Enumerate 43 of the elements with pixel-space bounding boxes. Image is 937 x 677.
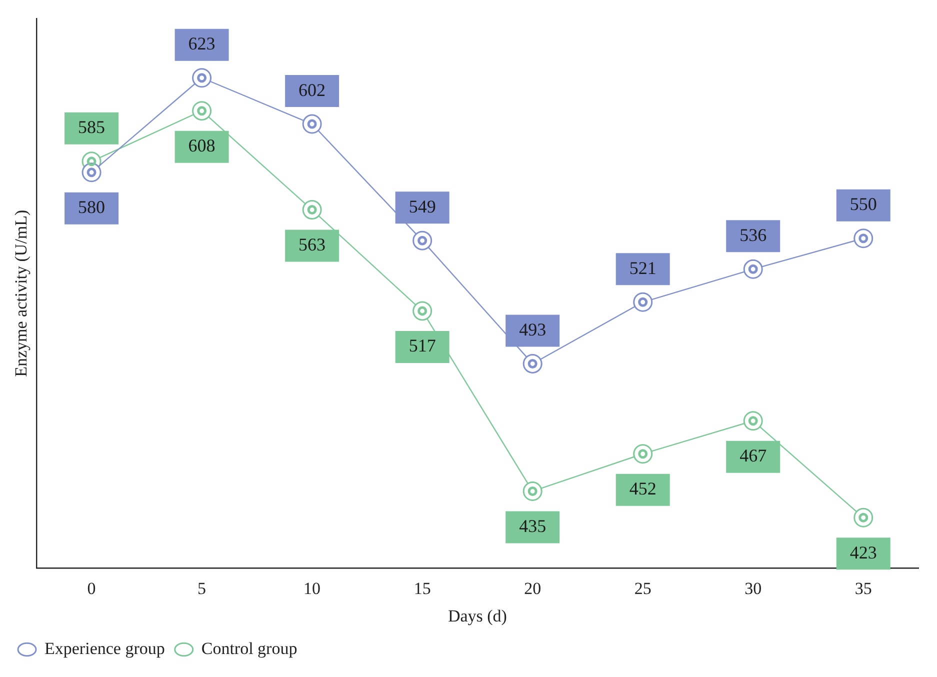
x-tick-label: 25 [634, 578, 652, 598]
x-tick-label: 35 [854, 578, 872, 598]
x-tick-label: 15 [414, 578, 431, 598]
point [302, 200, 322, 220]
data-label: 517 [408, 336, 436, 356]
x-tick-label: 10 [304, 578, 321, 598]
data-label: 452 [629, 478, 656, 499]
point [743, 411, 763, 431]
data-label: 493 [519, 319, 546, 340]
point [743, 259, 763, 279]
legend-label: Control group [201, 638, 298, 658]
point [522, 481, 542, 501]
x-tick-label: 30 [744, 578, 762, 598]
point [192, 68, 212, 88]
data-label: 521 [629, 258, 656, 278]
point [412, 301, 432, 321]
point [302, 114, 322, 134]
data-label: 467 [740, 446, 767, 466]
x-tick-label: 0 [87, 578, 96, 598]
data-label: 602 [298, 80, 326, 100]
data-label: 563 [298, 234, 326, 255]
data-label: 585 [78, 117, 106, 138]
data-label: 623 [188, 34, 216, 54]
data-label: 549 [408, 196, 436, 216]
x-tick-label: 5 [198, 578, 206, 598]
data-label: 435 [519, 516, 546, 536]
point [633, 444, 653, 464]
y-axis-title: Enzyme activity (U/mL) [12, 210, 31, 377]
data-label: 423 [850, 542, 877, 562]
point [192, 101, 212, 121]
point [522, 354, 542, 374]
point [82, 162, 102, 182]
data-label: 550 [850, 194, 877, 214]
point [633, 292, 653, 312]
data-label: 536 [740, 224, 767, 245]
point [854, 508, 874, 528]
x-axis-title: Days (d) [448, 606, 507, 626]
point [854, 228, 874, 248]
legend-label: Experience group [44, 638, 165, 658]
point [412, 230, 432, 250]
x-tick-label: 20 [524, 578, 542, 598]
data-label: 608 [188, 136, 216, 156]
data-label: 580 [78, 197, 106, 218]
